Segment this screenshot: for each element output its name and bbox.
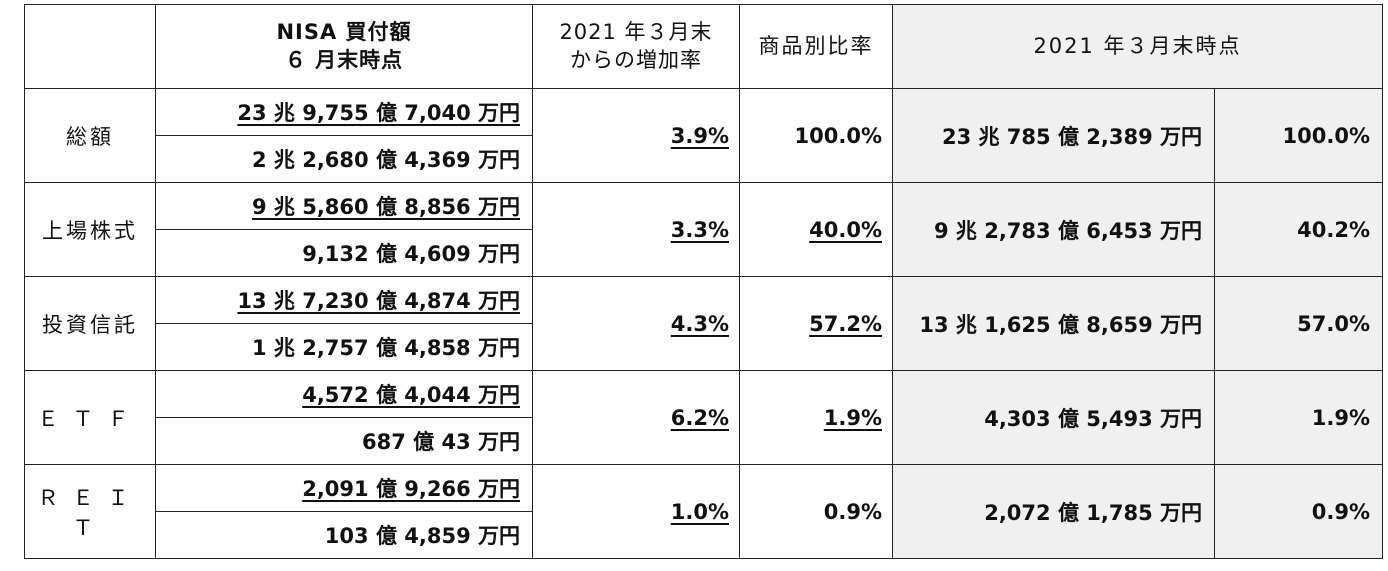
march-amount: 9 兆 2,783 億 6,453 万円 [892, 182, 1215, 277]
increase-rate-value: 3.9% [670, 123, 729, 148]
share-rate-value: 40.0% [809, 217, 882, 242]
amount-total: 13 兆 7,230 億 4,874 万円 [155, 276, 533, 324]
share-rate: 1.9% [739, 370, 893, 465]
amount-total: 2,091 億 9,266 万円 [155, 464, 533, 512]
amount-increase: 9,132 億 4,609 万円 [155, 229, 533, 277]
increase-rate: 4.3% [532, 276, 740, 371]
corner-cell [24, 4, 156, 89]
march-share: 40.2% [1214, 182, 1383, 277]
increase-rate-value: 4.3% [670, 311, 729, 336]
increase-header-line1: 2021 年３月末 [559, 20, 713, 45]
increase-rate: 3.3% [532, 182, 740, 277]
share-rate-value: 1.9% [823, 405, 882, 430]
increase-rate-value: 3.3% [670, 217, 729, 242]
amount-increase: 103 億 4,859 万円 [155, 511, 533, 559]
increase-header-line2: からの増加率 [570, 47, 702, 72]
table-subrow: 9,132 億 4,609 万円 [25, 229, 1383, 277]
increase-rate: 3.9% [532, 88, 740, 183]
amount-total-value: 23 兆 9,755 億 7,040 万円 [237, 101, 520, 125]
amount-total-value: 13 兆 7,230 億 4,874 万円 [237, 289, 520, 313]
amount-total: 23 兆 9,755 億 7,040 万円 [155, 88, 533, 136]
table-row: ＥＴＦ 4,572 億 4,044 万円 6.2% 1.9% 4,303 億 5… [24, 370, 1383, 465]
march-header: 2021 年３月末時点 [892, 4, 1383, 89]
amount-total: 4,572 億 4,044 万円 [155, 370, 533, 418]
nisa-amount-header: NISA 買付額 ６ 月末時点 [155, 4, 533, 89]
march-amount: 2,072 億 1,785 万円 [892, 464, 1215, 559]
nisa-amount-header-line2: ６ 月末時点 [284, 47, 404, 72]
increase-rate: 1.0% [532, 464, 740, 559]
share-header: 商品別比率 [739, 4, 893, 89]
row-label: 総額 [24, 88, 156, 183]
row-label: ＥＴＦ [24, 370, 156, 465]
share-rate: 0.9% [739, 464, 893, 559]
share-rate-value: 57.2% [809, 311, 882, 336]
table-row: ＲＥＩＴ 2,091 億 9,266 万円 1.0% 0.9% 2,072 億 … [24, 464, 1383, 559]
march-amount: 4,303 億 5,493 万円 [892, 370, 1215, 465]
row-label: 投資信託 [24, 276, 156, 371]
increase-rate-value: 1.0% [670, 499, 729, 524]
row-label: ＲＥＩＴ [24, 464, 156, 559]
amount-total-value: 9 兆 5,860 億 8,856 万円 [251, 195, 520, 219]
march-share: 57.0% [1214, 276, 1383, 371]
share-rate: 57.2% [739, 276, 893, 371]
table-subrow: 2 兆 2,680 億 4,369 万円 [25, 135, 1383, 183]
march-share: 100.0% [1214, 88, 1383, 183]
nisa-table: NISA 買付額 ６ 月末時点 2021 年３月末 からの増加率 商品別比率 2… [24, 4, 1383, 559]
share-rate-value: 0.9% [823, 499, 882, 524]
march-amount: 23 兆 785 億 2,389 万円 [892, 88, 1215, 183]
amount-total: 9 兆 5,860 億 8,856 万円 [155, 182, 533, 230]
share-rate-value: 100.0% [794, 123, 882, 148]
table-subrow: 1 兆 2,757 億 4,858 万円 [25, 323, 1383, 371]
amount-increase: 687 億 43 万円 [155, 417, 533, 465]
nisa-amount-header-line1: NISA 買付額 [276, 20, 412, 45]
row-label: 上場株式 [24, 182, 156, 277]
table-row: 投資信託 13 兆 7,230 億 4,874 万円 4.3% 57.2% 13… [24, 276, 1383, 371]
march-share: 0.9% [1214, 464, 1383, 559]
march-amount: 13 兆 1,625 億 8,659 万円 [892, 276, 1215, 371]
amount-total-value: 4,572 億 4,044 万円 [302, 383, 520, 407]
share-rate: 100.0% [739, 88, 893, 183]
table-row: 総額 23 兆 9,755 億 7,040 万円 3.9% 100.0% 23 … [24, 88, 1383, 183]
march-share: 1.9% [1214, 370, 1383, 465]
header-row: NISA 買付額 ６ 月末時点 2021 年３月末 からの増加率 商品別比率 2… [24, 4, 1383, 89]
table-subrow: 103 億 4,859 万円 [25, 511, 1383, 559]
increase-rate: 6.2% [532, 370, 740, 465]
table-row: 上場株式 9 兆 5,860 億 8,856 万円 3.3% 40.0% 9 兆… [24, 182, 1383, 277]
amount-increase: 2 兆 2,680 億 4,369 万円 [155, 135, 533, 183]
increase-header: 2021 年３月末 からの増加率 [532, 4, 740, 89]
amount-increase: 1 兆 2,757 億 4,858 万円 [155, 323, 533, 371]
amount-total-value: 2,091 億 9,266 万円 [302, 477, 520, 501]
increase-rate-value: 6.2% [670, 405, 729, 430]
share-rate: 40.0% [739, 182, 893, 277]
